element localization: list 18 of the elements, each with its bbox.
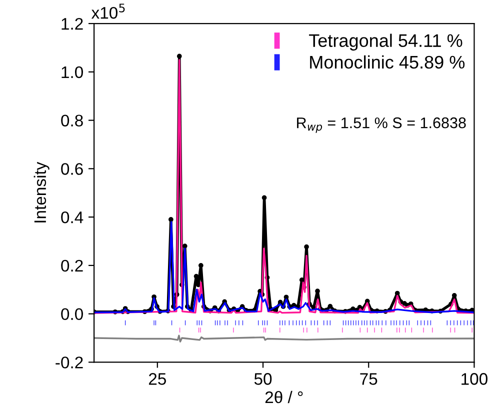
y-tick-label: 0.2: [61, 260, 83, 272]
x-tick-label: 100: [462, 373, 488, 385]
x-tick-label: 25: [148, 373, 166, 385]
y-tick-label: 0.0: [61, 308, 83, 320]
y-tick-label: 1.0: [62, 66, 83, 78]
y-tick-label: -0.2: [56, 356, 83, 368]
y-tick-label: 0.8: [61, 114, 83, 127]
y-tick-label: 0.4: [61, 211, 84, 224]
text: x10$^{5}$: [91, 4, 125, 19]
y-axis-title: Intensity: [34, 162, 50, 222]
y-tick-label: 0.6: [61, 163, 83, 175]
y-tick-label: 1.2: [62, 18, 83, 30]
legend-label: Monoclinic 45.89 %: [310, 55, 465, 69]
annotation: R$_{wp}$ = 1.51 % S = 1.6838: [297, 117, 466, 133]
x-tick-label: 50: [254, 373, 272, 385]
x-tick-label: 75: [360, 373, 378, 385]
x-axis-title: 2θ / °: [265, 390, 303, 404]
legend-label: Tetragonal 54.11 %: [309, 34, 462, 51]
